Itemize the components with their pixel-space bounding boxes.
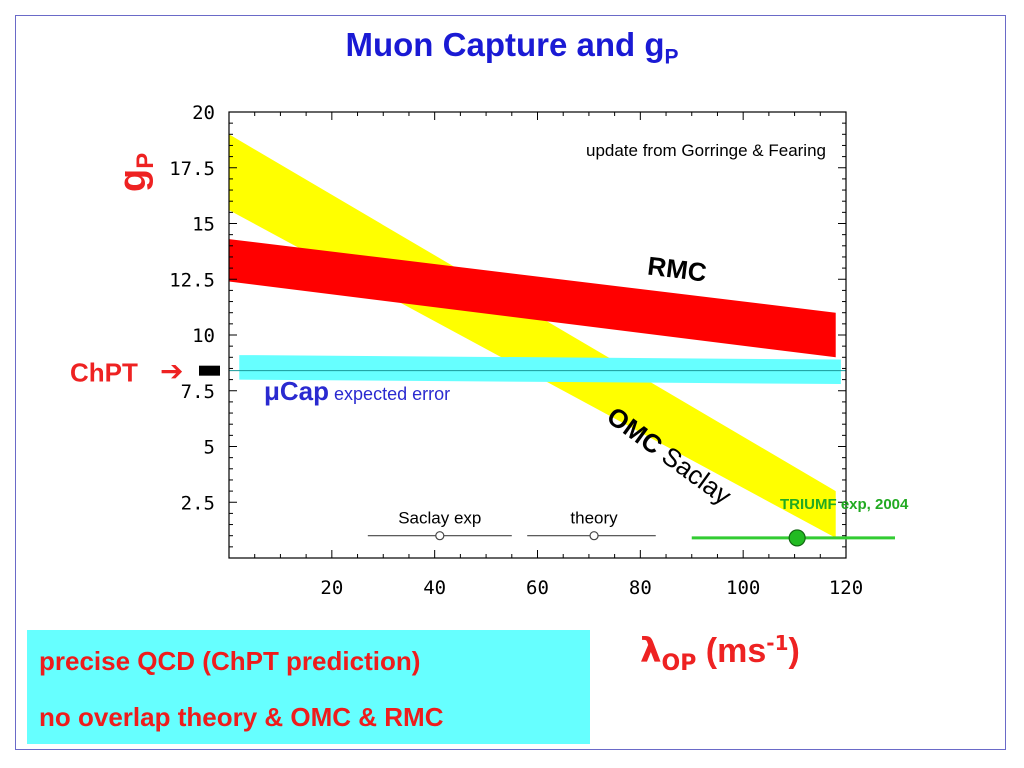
data-point: [435, 531, 445, 541]
chpt-marker: [199, 365, 220, 376]
x-axis-label-part: ): [788, 632, 799, 670]
slide-frame: [15, 15, 1006, 750]
x-tick-label: 20: [320, 577, 343, 599]
chpt-arrow-icon: ➔: [160, 355, 183, 388]
band-omc: [229, 134, 836, 538]
mucap-sublabel: expected error: [329, 384, 450, 404]
y-tick-label: 12.5: [169, 269, 215, 291]
y-tick-label: 15: [192, 214, 215, 236]
point-label: Saclay exp: [398, 509, 481, 528]
band-cap: [239, 355, 841, 385]
point-label: theory: [570, 509, 618, 528]
x-tick-label: 120: [829, 577, 863, 599]
point-label: TRIUMF exp, 2004: [780, 496, 909, 513]
x-axis-label-part: λ: [640, 631, 662, 671]
y-tick-label: 2.5: [181, 492, 215, 514]
y-tick-label: 20: [192, 102, 215, 124]
y-tick-label: 17.5: [169, 158, 215, 180]
chpt-label: ChPT: [70, 358, 138, 388]
summary-line-1: precise QCD (ChPT prediction): [39, 646, 421, 676]
band-rmc: [229, 239, 836, 358]
band-label-rmc: RMC: [646, 251, 709, 288]
x-tick-label: 80: [629, 577, 652, 599]
chart-annotation: update from Gorringe & Fearing: [586, 141, 826, 160]
band-label-mucap: μCap expected error: [264, 376, 450, 406]
x-axis-label-part: -1: [766, 631, 788, 655]
y-axis-label-sub: P: [132, 153, 159, 169]
y-tick-label: 10: [192, 325, 215, 347]
summary-box: precise QCD (ChPT prediction) no overlap…: [27, 630, 590, 744]
y-axis-label: gP: [112, 153, 159, 192]
title-subscript: P: [664, 45, 679, 69]
slide-title: Muon Capture and gP: [0, 26, 1024, 70]
title-text: Muon Capture and g: [345, 26, 665, 63]
mucap-name: μCap: [264, 376, 329, 406]
summary-line-2: no overlap theory & OMC & RMC: [39, 702, 444, 732]
data-point: [589, 531, 599, 541]
x-tick-label: 60: [526, 577, 549, 599]
y-tick-label: 7.5: [181, 381, 215, 403]
y-tick-label: 5: [204, 437, 215, 459]
x-tick-label: 100: [726, 577, 760, 599]
data-point: [788, 529, 806, 547]
x-axis-label-part: (ms: [696, 632, 766, 670]
y-axis-label-main: g: [112, 169, 154, 192]
x-axis-label: λOP (ms-1): [640, 631, 800, 676]
tick-marks: [228, 111, 847, 559]
x-axis-label-part: OP: [662, 651, 697, 676]
x-tick-label: 40: [423, 577, 446, 599]
